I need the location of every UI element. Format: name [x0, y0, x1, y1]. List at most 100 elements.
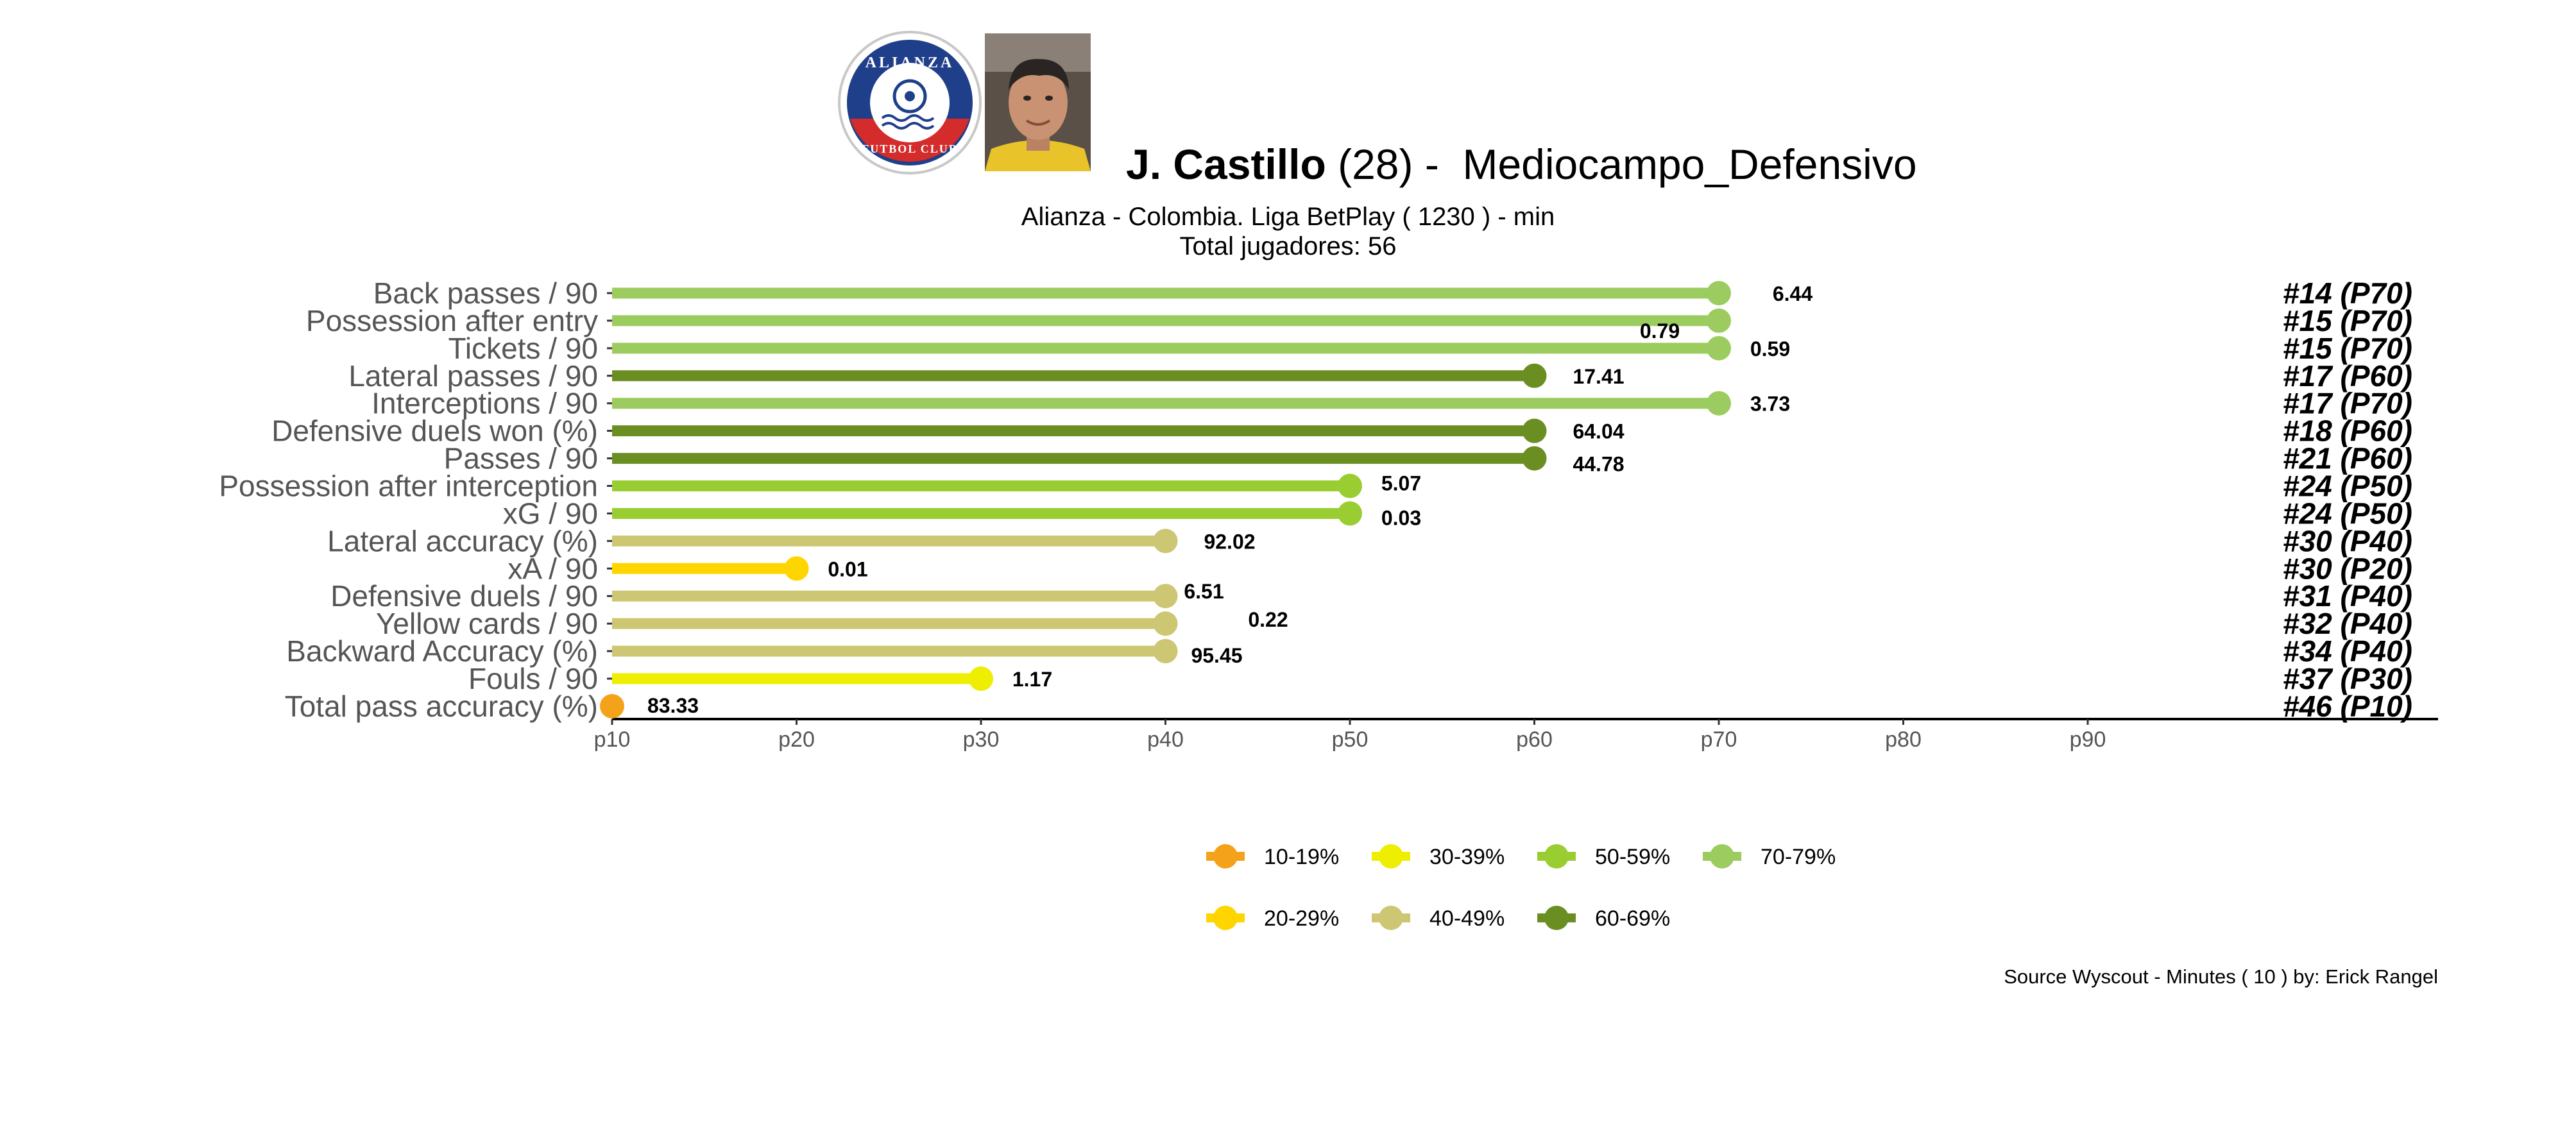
rank-label: #24 (P50): [2283, 496, 2412, 530]
lollipop-dot: [1707, 391, 1731, 416]
legend-label: 60-69%: [1595, 906, 1670, 931]
x-tick-label: p50: [1332, 727, 1369, 752]
value-label: 0.59: [1750, 337, 1790, 360]
rank-label: #15 (P70): [2283, 332, 2412, 365]
value-label: 0.22: [1248, 608, 1288, 631]
club-logo-bottom-text: FUTBOL CLUB: [862, 142, 958, 155]
legend-item: 40-49%: [1372, 906, 1505, 931]
legend-swatch-dot: [1379, 906, 1403, 930]
lollipop-dot: [1153, 639, 1178, 664]
player-photo: [985, 33, 1091, 171]
legend-swatch-dot: [1379, 844, 1403, 869]
rank-label: #31 (P40): [2283, 579, 2412, 613]
lollipop-dot: [1707, 281, 1731, 305]
legend-item: 70-79%: [1703, 844, 1836, 869]
metric-label: Backward Accuracy (%): [286, 634, 598, 668]
value-label: 0.79: [1640, 319, 1680, 343]
legend-swatch-dot: [1710, 844, 1734, 869]
lollipop-dot: [1153, 584, 1178, 609]
subtitle-team: Alianza - Colombia. Liga BetPlay ( 1230 …: [1021, 203, 1555, 231]
legend-swatch-dot: [1544, 844, 1569, 869]
metric-label: Defensive duels / 90: [330, 579, 598, 613]
metric-label: Possession after interception: [219, 470, 598, 503]
x-tick-label: p40: [1147, 727, 1184, 752]
x-tick-label: p70: [1701, 727, 1737, 752]
legend-label: 20-29%: [1264, 906, 1339, 931]
rank-label: #46 (P10): [2283, 690, 2412, 723]
x-tick-label: p60: [1516, 727, 1553, 752]
metric-row: Interceptions / 90 3.73 #17 (P70): [371, 387, 2412, 420]
lollipop-dot: [1522, 446, 1547, 471]
rank-label: #14 (P70): [2283, 276, 2412, 310]
lollipop-dot: [1338, 501, 1362, 526]
legend-label: 70-79%: [1761, 845, 1836, 869]
rank-label: #30 (P20): [2283, 552, 2412, 585]
x-tick-label: p20: [778, 727, 815, 752]
value-label: 3.73: [1750, 393, 1790, 416]
legend-swatch-dot: [1544, 906, 1569, 930]
club-logo-top-text: ALIANZA: [866, 55, 955, 71]
legend-label: 30-39%: [1429, 845, 1505, 869]
value-label: 6.44: [1773, 282, 1813, 305]
value-label: 0.01: [828, 557, 867, 581]
rank-label: #17 (P70): [2283, 387, 2412, 420]
page-title: J. Castillo (28) - Mediocampo_Defensivo: [1126, 140, 1917, 189]
metric-label: Yellow cards / 90: [376, 607, 598, 640]
legend-item: 10-19%: [1206, 844, 1339, 869]
legend-item: 50-59%: [1537, 844, 1670, 869]
metric-label: Back passes / 90: [373, 276, 598, 310]
x-tick-label: p10: [594, 727, 631, 752]
metric-row: Passes / 90 44.78 #21 (P60): [444, 442, 2412, 476]
lollipop-dot: [1522, 418, 1547, 443]
lollipop-dot: [784, 556, 809, 581]
metric-label: Defensive duels won (%): [271, 414, 598, 448]
metric-label: Lateral passes / 90: [348, 359, 598, 393]
rank-label: #32 (P40): [2283, 607, 2412, 640]
metric-row: xG / 90 0.03 #24 (P50): [503, 496, 2412, 530]
metric-label: Passes / 90: [444, 442, 598, 475]
value-label: 1.17: [1012, 668, 1052, 691]
lollipop-dot: [1707, 308, 1731, 333]
metric-row: Defensive duels won (%) 64.04 #18 (P60): [271, 414, 2412, 448]
metric-row: Total pass accuracy (%) 83.33 #46 (P10): [285, 690, 2412, 723]
rank-label: #17 (P60): [2283, 359, 2412, 393]
rank-label: #18 (P60): [2283, 414, 2412, 448]
lollipop-dot: [1707, 335, 1731, 360]
lollipop-dot: [969, 666, 993, 691]
rank-label: #34 (P40): [2283, 634, 2412, 668]
metric-label: Interceptions / 90: [371, 387, 598, 420]
value-label: 95.45: [1191, 644, 1242, 667]
legend-item: 60-69%: [1537, 906, 1670, 931]
rank-label: #15 (P70): [2283, 304, 2412, 337]
legend-item: 20-29%: [1206, 906, 1339, 931]
value-label: 44.78: [1573, 453, 1624, 476]
metric-label: Total pass accuracy (%): [285, 690, 598, 723]
metric-label: xA / 90: [508, 552, 598, 585]
player-name: J. Castillo: [1126, 140, 1326, 188]
metric-row: Defensive duels / 90 6.51 #31 (P40): [330, 579, 2412, 613]
rank-label: #24 (P50): [2283, 470, 2412, 503]
metric-row: xA / 90 0.01 #30 (P20): [508, 552, 2412, 585]
x-tick-label: p90: [2070, 727, 2106, 752]
metric-label: Fouls / 90: [468, 662, 598, 695]
lollipop-dot: [1338, 473, 1362, 498]
metric-row: Back passes / 90 6.44 #14 (P70): [373, 276, 2412, 310]
value-label: 0.03: [1381, 506, 1421, 529]
legend-label: 50-59%: [1595, 845, 1670, 869]
value-label: 83.33: [647, 694, 699, 717]
value-label: 6.51: [1184, 580, 1224, 603]
metric-row: Possession after entry 0.79 #15 (P70): [306, 304, 2412, 343]
metric-row: Lateral accuracy (%) 92.02 #30 (P40): [327, 524, 2412, 557]
legend: 10-19% 30-39% 50-59% 70-79% 20-29% 40-49% 60-6…: [1206, 844, 1836, 931]
lollipop-dot: [1153, 611, 1178, 636]
chart-rows: Back passes / 90 6.44 #14 (P70) Possession …: [219, 276, 2412, 723]
source-caption: Source Wyscout - Minutes ( 10 ) by: Eric…: [2004, 965, 2438, 988]
metric-label: xG / 90: [503, 496, 598, 530]
rank-label: #37 (P30): [2283, 662, 2412, 695]
metric-row: Lateral passes / 90 17.41 #17 (P60): [348, 359, 2412, 393]
subtitle-total-players: Total jugadores: 56: [1179, 232, 1397, 260]
player-age: (28) -: [1338, 140, 1439, 188]
metric-label: Tickets / 90: [448, 332, 598, 365]
metric-row: Tickets / 90 0.59 #15 (P70): [448, 332, 2412, 365]
